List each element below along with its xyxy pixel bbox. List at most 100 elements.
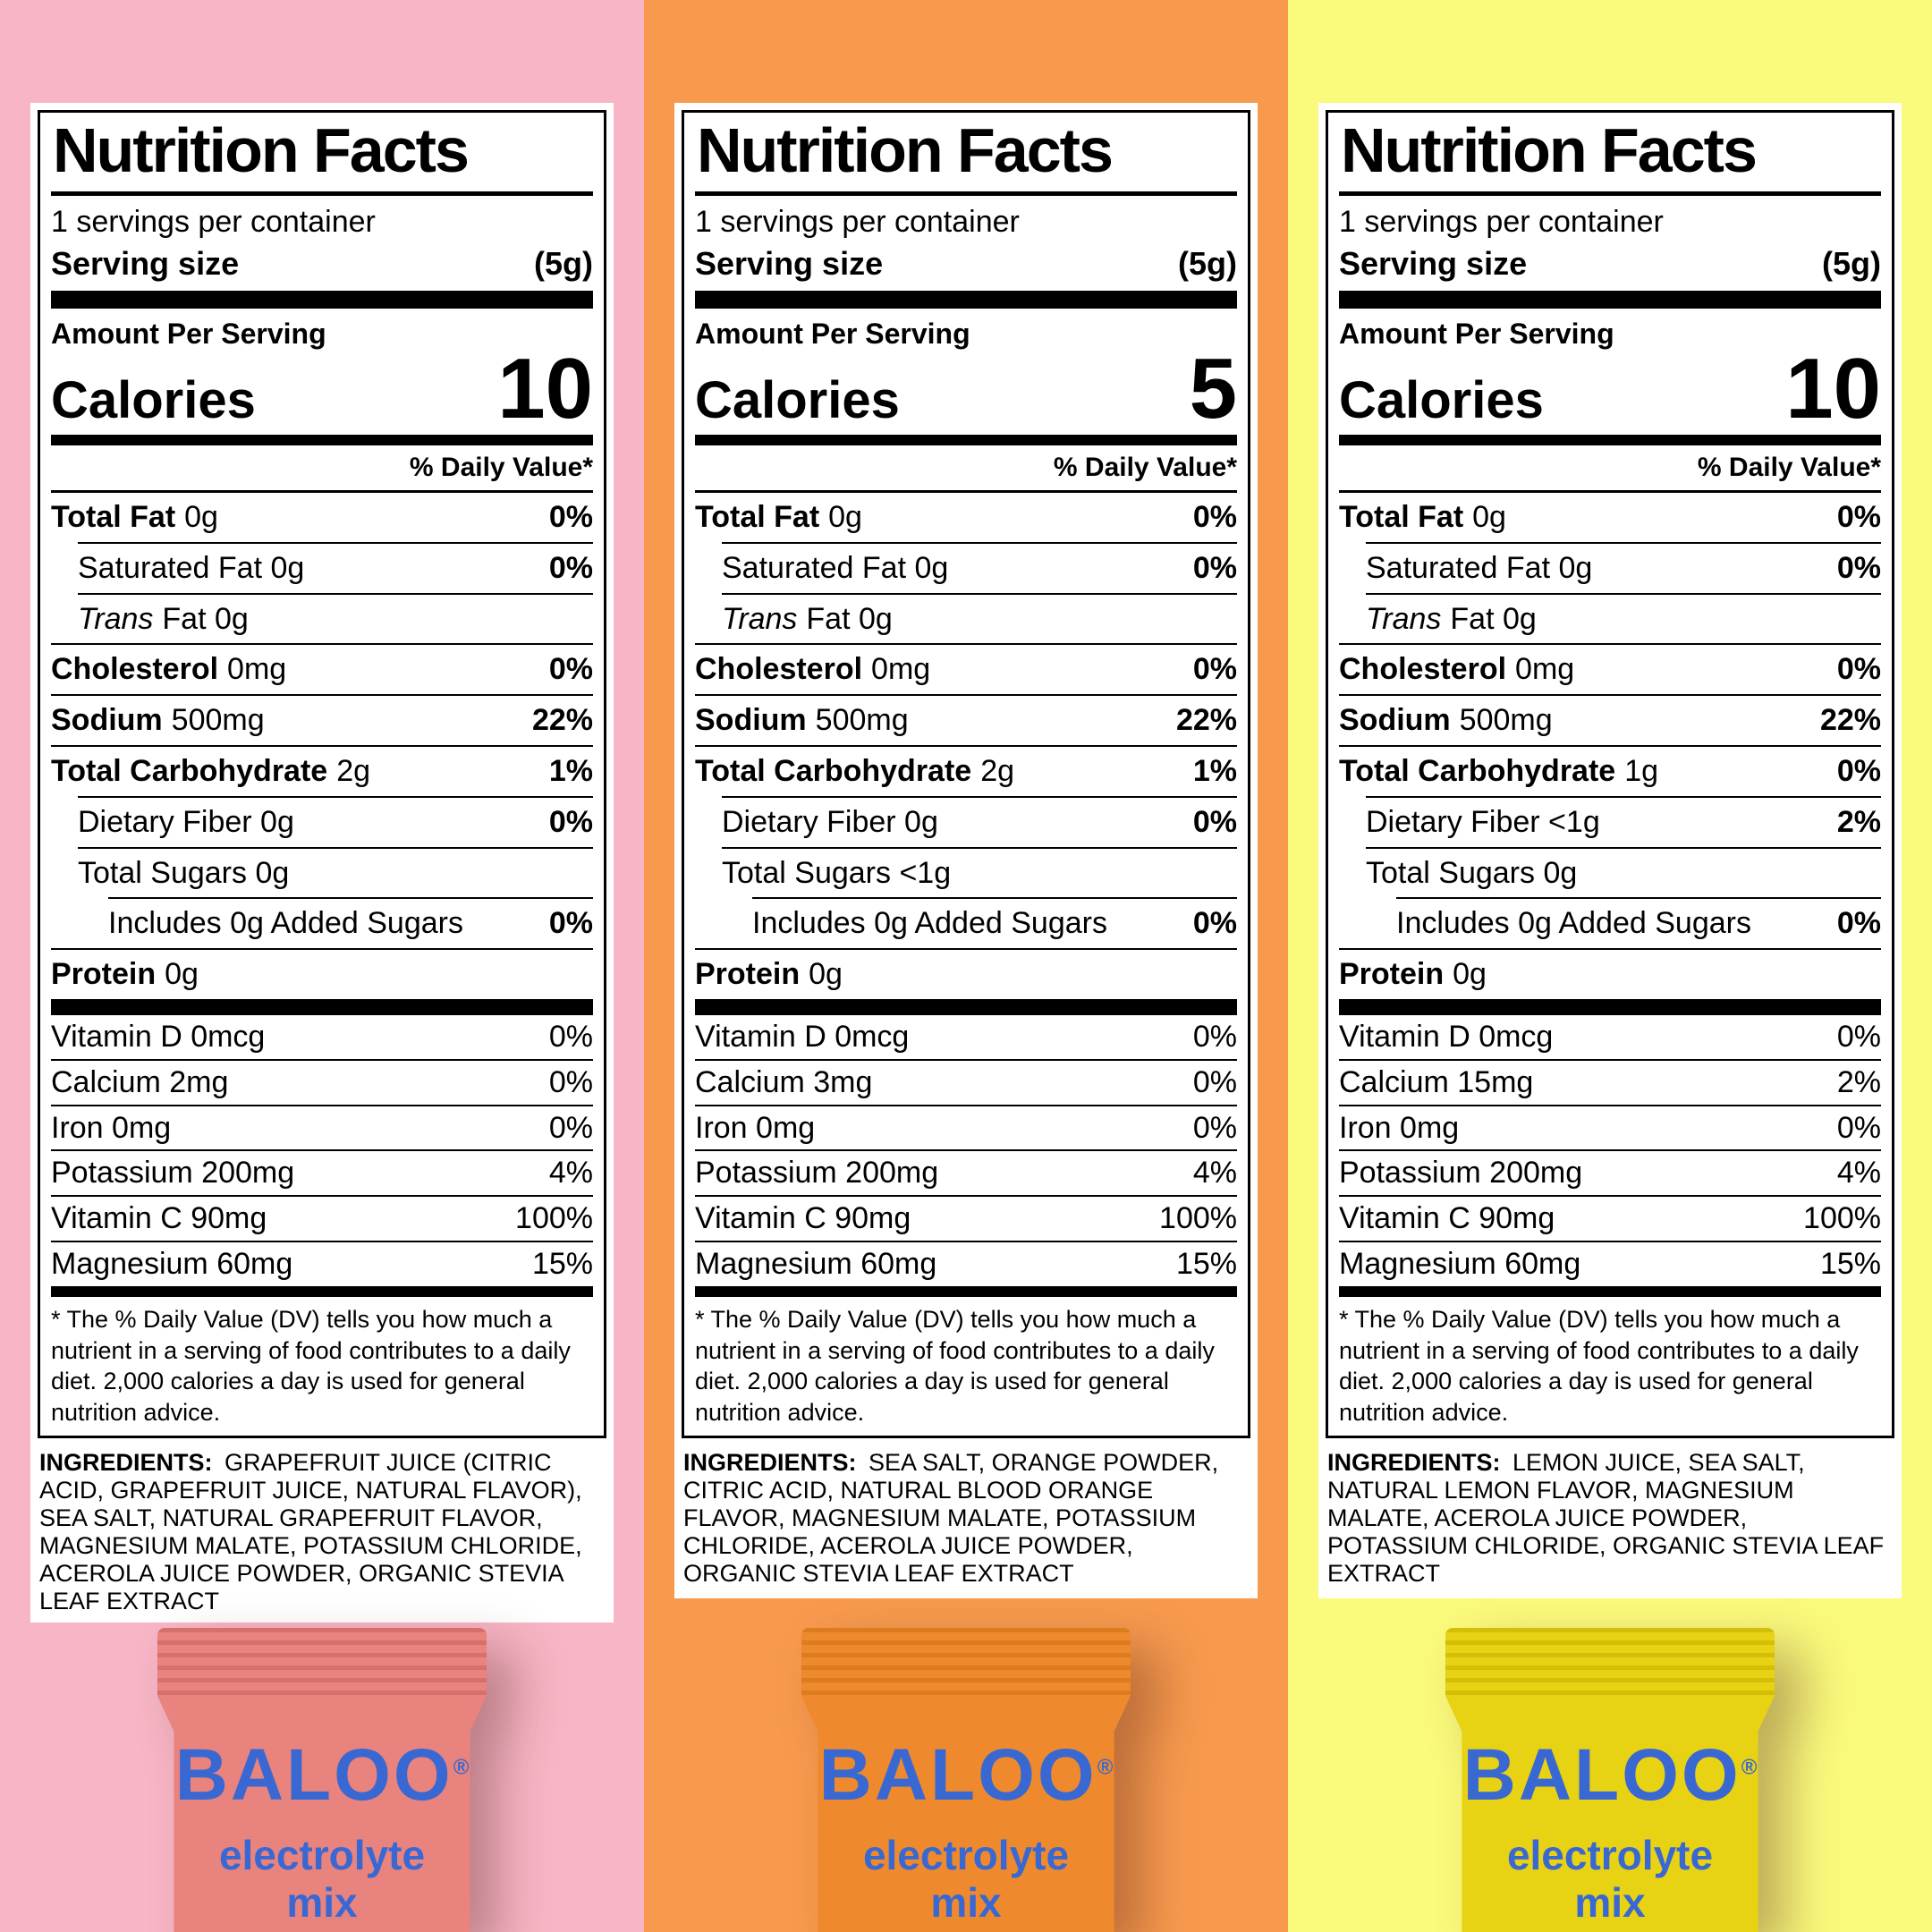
vitamin-row: Potassium 200mg 4%	[51, 1149, 593, 1195]
vitamin-row: Calcium 15mg 2%	[1339, 1058, 1881, 1105]
nutrient-amount: Dietary Fiber <1g	[1366, 804, 1600, 839]
vitamin-name-amount: Vitamin C 90mg	[695, 1201, 911, 1236]
product-packet: BALOO® electrolyte mix	[157, 1628, 487, 1932]
daily-value-percent: 0%	[548, 1110, 593, 1145]
nutrient-row: Cholesterol 0mg 0%	[1339, 643, 1881, 694]
nutrient-row: Saturated Fat 0g 0%	[722, 541, 1237, 593]
nutrient-name: Cholesterol	[51, 652, 219, 687]
nutrient-amount: Includes 0g Added Sugars	[752, 906, 1107, 941]
divider-bar	[1339, 291, 1881, 309]
daily-value-percent: 100%	[515, 1201, 593, 1236]
daily-value-footnote: * The % Daily Value (DV) tells you how m…	[695, 1305, 1215, 1427]
nutrient-amount: 2g	[336, 753, 371, 788]
ingredients-paragraph: INGREDIENTS: LEMON JUICE, SEA SALT, NATU…	[1327, 1449, 1893, 1588]
nutrient-row: Total Fat 0g 0%	[51, 493, 593, 542]
vitamin-row: Vitamin C 90mg 100%	[51, 1195, 593, 1241]
daily-value-percent: 0%	[1836, 753, 1881, 788]
nutrient-row: Cholesterol 0mg 0%	[695, 643, 1237, 694]
nutrient-row: Saturated Fat 0g 0%	[1366, 541, 1881, 593]
packet-crimp-seal	[157, 1628, 487, 1696]
divider-bar	[51, 291, 593, 309]
ingredients-label: INGREDIENTS:	[683, 1449, 857, 1477]
serving-size-label: Serving size	[51, 245, 240, 282]
daily-value-percent: 15%	[1175, 1246, 1237, 1281]
daily-value-percent: 22%	[1819, 703, 1881, 738]
tagline-line1: electrolyte	[862, 1832, 1070, 1878]
nutrient-row: Total Carbohydrate 1g 0%	[1339, 744, 1881, 796]
serving-size-value: (5g)	[1822, 245, 1881, 282]
divider-bar	[51, 434, 593, 445]
daily-value-percent: 0%	[1836, 906, 1881, 941]
nutrition-facts-title: Nutrition Facts	[1339, 114, 1881, 196]
nutrient-row: Includes 0g Added Sugars 0%	[1396, 897, 1881, 948]
divider-bar	[695, 291, 1237, 309]
nutrient-amount: 1g	[1624, 753, 1659, 788]
serving-size-value: (5g)	[534, 245, 593, 282]
nutrient-row: Sodium 500mg 22%	[51, 694, 593, 745]
nutrient-amount: Saturated Fat 0g	[722, 550, 949, 585]
vitamin-name-amount: Iron 0mg	[1339, 1110, 1460, 1145]
ingredients-label: INGREDIENTS:	[39, 1449, 213, 1477]
daily-value-percent: 0%	[1836, 550, 1881, 585]
tagline-line1: electrolyte	[1506, 1832, 1714, 1878]
nutrient-row: Dietary Fiber 0g 0%	[722, 795, 1237, 847]
nutrition-facts-title: Nutrition Facts	[51, 114, 593, 196]
divider-bar	[51, 1285, 593, 1297]
nutrient-name: Sodium	[1339, 703, 1451, 738]
brand-name: BALOO	[1462, 1734, 1741, 1816]
amount-per-serving-label: Amount Per Serving	[51, 318, 326, 351]
nutrient-amount: 0g	[184, 499, 218, 534]
vitamin-name-amount: Iron 0mg	[51, 1110, 172, 1145]
nutrition-label-card: Nutrition Facts 1 servings per container…	[674, 103, 1258, 1598]
daily-value-percent: 4%	[1192, 1156, 1237, 1191]
product-packet: BALOO® electrolyte mix	[1445, 1628, 1775, 1932]
nutrient-rows: Total Fat 0g 0% Saturated Fat 0g 0% Trans Fat …	[51, 493, 593, 999]
serving-size-row: Serving size (5g)	[1339, 241, 1881, 291]
calories-label: Calories	[51, 370, 256, 429]
vitamin-row: Vitamin D 0mcg 0%	[695, 1015, 1237, 1059]
daily-value-percent: 0%	[548, 1064, 593, 1099]
nutrient-amount: Includes 0g Added Sugars	[1396, 906, 1751, 941]
nutrient-row: Dietary Fiber <1g 2%	[1366, 795, 1881, 847]
nutrient-amount: 0g	[1453, 957, 1487, 992]
registered-mark: ®	[1097, 1755, 1114, 1780]
nutrient-name: Trans	[78, 601, 154, 636]
daily-value-percent: 0%	[548, 1019, 593, 1054]
nutrient-row: Saturated Fat 0g 0%	[78, 541, 593, 593]
nutrient-name: Trans	[1366, 601, 1442, 636]
nutrient-row: Total Sugars 0g	[78, 846, 593, 898]
serving-size-label: Serving size	[1339, 245, 1528, 282]
nutrient-name: Protein	[695, 957, 801, 992]
vitamin-row: Iron 0mg 0%	[51, 1104, 593, 1150]
divider-bar	[695, 1285, 1237, 1297]
daily-value-header: % Daily Value*	[51, 445, 593, 493]
daily-value-percent: 0%	[548, 499, 593, 534]
nutrition-facts-title: Nutrition Facts	[695, 114, 1237, 196]
daily-value-percent: 15%	[531, 1246, 593, 1281]
nutrient-row: Sodium 500mg 22%	[695, 694, 1237, 745]
nutrition-facts-box: Nutrition Facts 1 servings per container…	[1326, 110, 1894, 1439]
daily-value-percent: 22%	[1175, 703, 1237, 738]
vitamin-row: Magnesium 60mg 15%	[695, 1240, 1237, 1286]
nutrient-name: Protein	[1339, 957, 1445, 992]
ingredients-text: LEMON JUICE, SEA SALT, NATURAL LEMON FLA…	[1327, 1449, 1885, 1588]
nutrient-amount: 0g	[165, 957, 199, 992]
daily-value-percent: 0%	[1192, 550, 1237, 585]
brand-name: BALOO	[174, 1734, 453, 1816]
calories-label: Calories	[695, 370, 900, 429]
serving-size-value: (5g)	[1178, 245, 1237, 282]
amount-per-serving-label: Amount Per Serving	[695, 318, 970, 351]
nutrient-rows: Total Fat 0g 0% Saturated Fat 0g 0% Trans Fat …	[695, 493, 1237, 999]
vitamin-name-amount: Vitamin D 0mcg	[695, 1019, 910, 1054]
daily-value-percent: 0%	[1192, 1110, 1237, 1145]
nutrient-amount: 0mg	[1515, 652, 1575, 687]
daily-value-percent: 0%	[548, 804, 593, 839]
divider-bar	[51, 998, 593, 1015]
divider-bar	[695, 998, 1237, 1015]
servings-per-container: 1 servings per container	[51, 204, 376, 239]
ingredients-text: GRAPEFRUIT JUICE (CITRIC ACID, GRAPEFRUI…	[39, 1449, 582, 1615]
daily-value-percent: 100%	[1803, 1201, 1881, 1236]
nutrient-row: Trans Fat 0g	[722, 592, 1237, 644]
nutrient-name: Trans	[722, 601, 798, 636]
daily-value-percent: 4%	[548, 1156, 593, 1191]
